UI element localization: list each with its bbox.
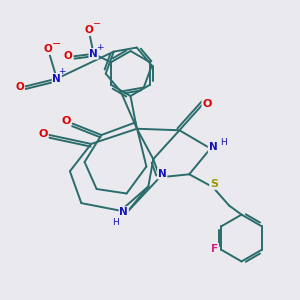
Text: F: F <box>211 244 218 254</box>
Text: O: O <box>202 98 212 109</box>
Text: N: N <box>208 142 217 152</box>
Text: N: N <box>89 49 98 59</box>
Text: H: H <box>112 218 119 226</box>
Text: S: S <box>210 179 218 189</box>
Text: +: + <box>58 67 66 76</box>
Text: −: − <box>93 19 101 29</box>
Text: O: O <box>85 25 94 35</box>
Text: N: N <box>119 207 128 217</box>
Text: O: O <box>64 51 73 61</box>
Text: O: O <box>39 129 48 139</box>
Text: N: N <box>52 74 61 84</box>
Text: O: O <box>44 44 52 54</box>
Text: O: O <box>16 82 24 92</box>
Text: −: − <box>52 39 61 49</box>
Text: O: O <box>61 116 71 126</box>
Text: +: + <box>97 43 104 52</box>
Text: N: N <box>158 169 167 179</box>
Text: H: H <box>220 138 226 147</box>
